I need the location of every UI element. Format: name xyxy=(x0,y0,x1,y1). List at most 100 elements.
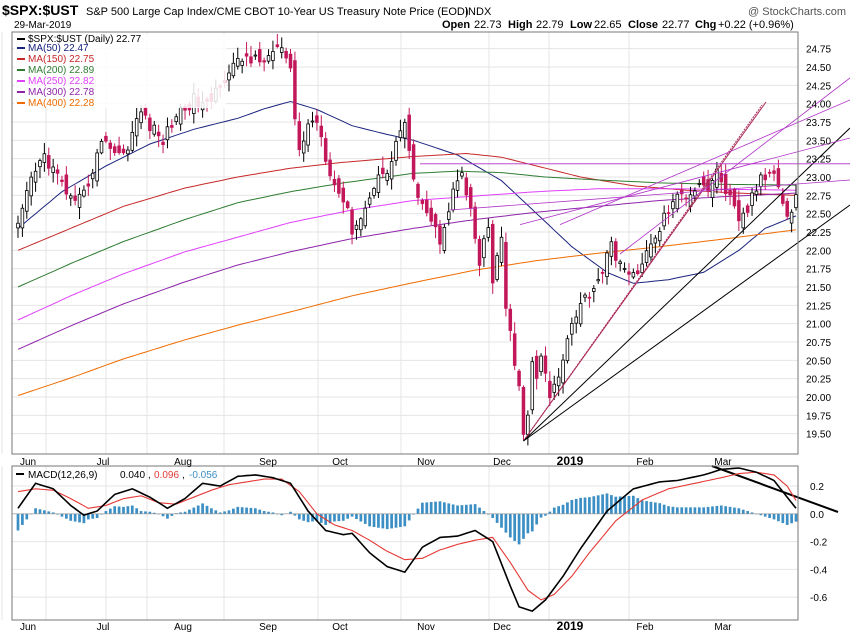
histogram-bar xyxy=(21,513,24,525)
candle xyxy=(95,148,99,187)
macd-x-tick: Jun xyxy=(20,622,36,633)
histogram-bar xyxy=(355,513,358,520)
histogram-bar xyxy=(733,507,736,514)
legend-ma-label: MA(50) 22.47 xyxy=(28,43,89,54)
histogram-bar xyxy=(434,501,437,514)
candle xyxy=(785,198,789,221)
candle xyxy=(636,263,640,276)
price-x-tick: Dec xyxy=(493,457,511,468)
macd-x-tick: Sep xyxy=(259,622,277,633)
trendline xyxy=(711,465,839,513)
histogram-bar xyxy=(381,513,385,529)
candle xyxy=(117,136,121,155)
macd-x-tick: Aug xyxy=(174,622,192,633)
histogram-bar xyxy=(491,513,495,518)
histogram-bar xyxy=(223,511,226,514)
chg-value: +0.22 (+0.96%) xyxy=(718,19,794,31)
candle xyxy=(570,317,574,346)
histogram-bar xyxy=(508,513,512,538)
candle xyxy=(284,47,288,64)
candle xyxy=(495,252,499,282)
candle xyxy=(244,42,249,67)
macd-x-tick: Mar xyxy=(714,622,732,633)
histogram-bar xyxy=(394,513,398,528)
macd-x-tick: 2019 xyxy=(557,619,584,633)
histogram-bar xyxy=(245,507,248,514)
candle xyxy=(578,292,583,327)
price-y-tick: 21.75 xyxy=(806,265,831,276)
moving-average-lines xyxy=(17,100,797,396)
candle xyxy=(429,200,433,226)
histogram-bar xyxy=(711,506,714,514)
histogram-bar xyxy=(403,513,407,527)
candle xyxy=(227,64,231,92)
histogram-bar xyxy=(671,506,675,514)
histogram-bar xyxy=(693,507,697,514)
candle xyxy=(156,124,161,148)
histogram-bar xyxy=(763,513,767,517)
histogram-bar xyxy=(667,506,670,514)
svg-text:,: , xyxy=(182,470,185,481)
candle xyxy=(33,162,38,192)
candle xyxy=(350,206,354,245)
candle xyxy=(745,203,750,218)
legend-ma-label: MA(250) 22.82 xyxy=(28,76,95,87)
histogram-bar xyxy=(579,497,582,514)
legend-ma-entry: MA(200) 22.89 xyxy=(17,65,95,76)
histogram-bar xyxy=(152,512,156,514)
candle xyxy=(148,113,152,140)
histogram-bar xyxy=(557,506,560,514)
histogram-bar xyxy=(183,511,187,514)
candle xyxy=(293,51,297,126)
candle xyxy=(398,119,403,142)
histogram-bar xyxy=(649,501,653,514)
legend-box xyxy=(14,34,226,108)
chart-exchange: INDX xyxy=(465,6,492,18)
candle xyxy=(112,143,117,156)
candle xyxy=(657,227,662,247)
candle xyxy=(552,375,557,400)
price-y-tick: 21.00 xyxy=(806,320,831,331)
histogram-bar xyxy=(684,507,688,514)
trendline xyxy=(523,204,850,442)
candle xyxy=(134,107,139,147)
histogram-bar xyxy=(126,506,130,514)
histogram-bar xyxy=(122,506,125,514)
candle xyxy=(583,292,587,303)
candle xyxy=(781,188,785,207)
price-y-tick: 24.00 xyxy=(806,100,831,111)
histogram-bar xyxy=(271,512,275,514)
histogram-bar xyxy=(196,505,200,514)
macd-y-tick: -0.6 xyxy=(810,593,828,604)
histogram-bar xyxy=(456,505,459,514)
histogram-bar xyxy=(640,500,644,514)
candle xyxy=(90,168,95,189)
candle xyxy=(319,115,324,147)
price-x-tick: Feb xyxy=(636,457,654,468)
ohlc-readout: Open 22.73 High 22.79 Low 22.65 Close 22… xyxy=(442,19,794,31)
histogram-bar xyxy=(421,502,424,514)
histogram-bar xyxy=(574,498,578,514)
candle xyxy=(666,205,671,225)
histogram-bar xyxy=(759,513,763,516)
legend-ma-entry: MA(50) 22.47 xyxy=(17,43,89,54)
histogram-bar xyxy=(552,507,556,514)
price-x-tick: Sep xyxy=(259,457,277,468)
candle xyxy=(104,131,108,144)
macd-x-tick: Feb xyxy=(636,622,654,633)
macd-legend: MACD(12,26,9) 0.040 , 0.096 , -0.056 xyxy=(16,470,218,481)
histogram-bar xyxy=(741,509,745,514)
histogram-bar xyxy=(47,511,51,514)
candle xyxy=(447,202,451,226)
histogram-bar xyxy=(605,493,609,514)
histogram-bar xyxy=(302,513,306,521)
price-panel-frame xyxy=(11,31,799,455)
price-y-tick: 23.50 xyxy=(806,136,831,147)
macd-legend-prefix: MACD(12,26,9) xyxy=(28,470,97,481)
price-y-tick: 24.25 xyxy=(806,81,831,92)
candle xyxy=(517,368,521,391)
trendline xyxy=(523,104,763,442)
histogram-bar xyxy=(447,503,451,514)
candle xyxy=(425,190,429,217)
